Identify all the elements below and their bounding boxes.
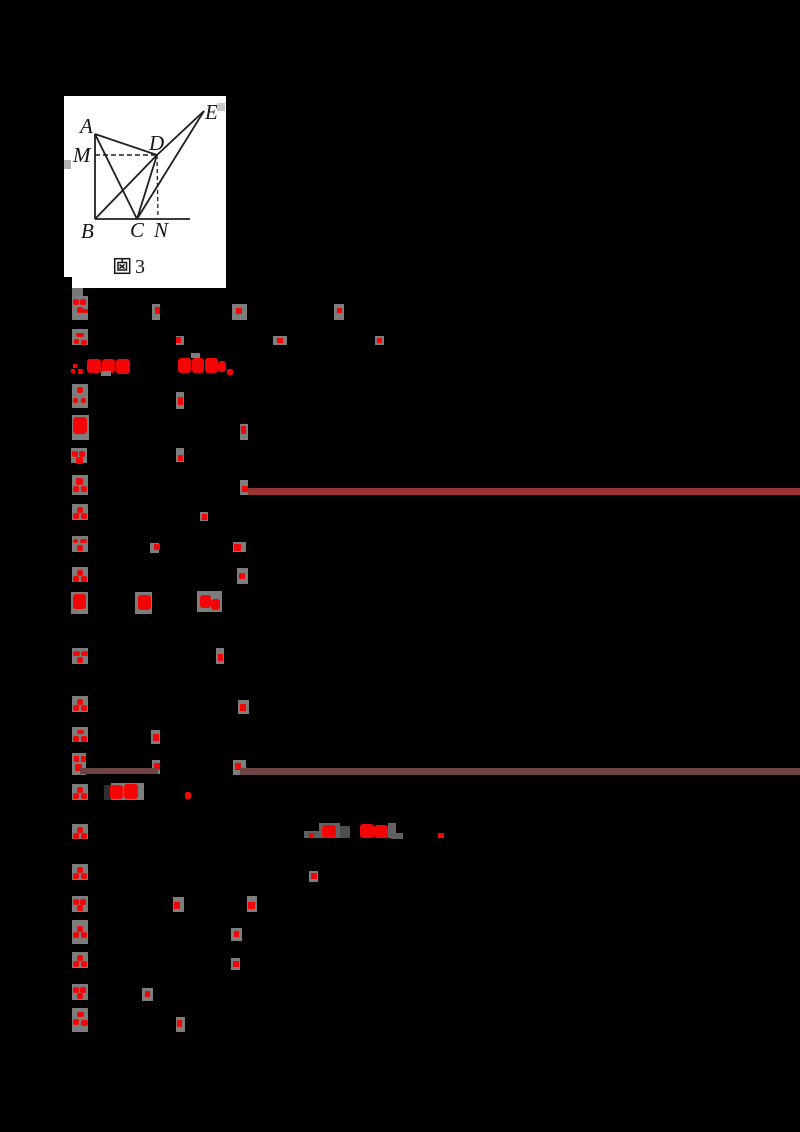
svg-text:D: D: [148, 131, 164, 155]
svg-text:E: E: [204, 100, 218, 124]
svg-text:A: A: [78, 114, 93, 138]
svg-text:N: N: [153, 218, 169, 242]
svg-text:C: C: [130, 218, 145, 242]
svg-text:3: 3: [135, 256, 145, 278]
svg-text:B: B: [81, 219, 94, 243]
svg-text:M: M: [72, 143, 92, 167]
